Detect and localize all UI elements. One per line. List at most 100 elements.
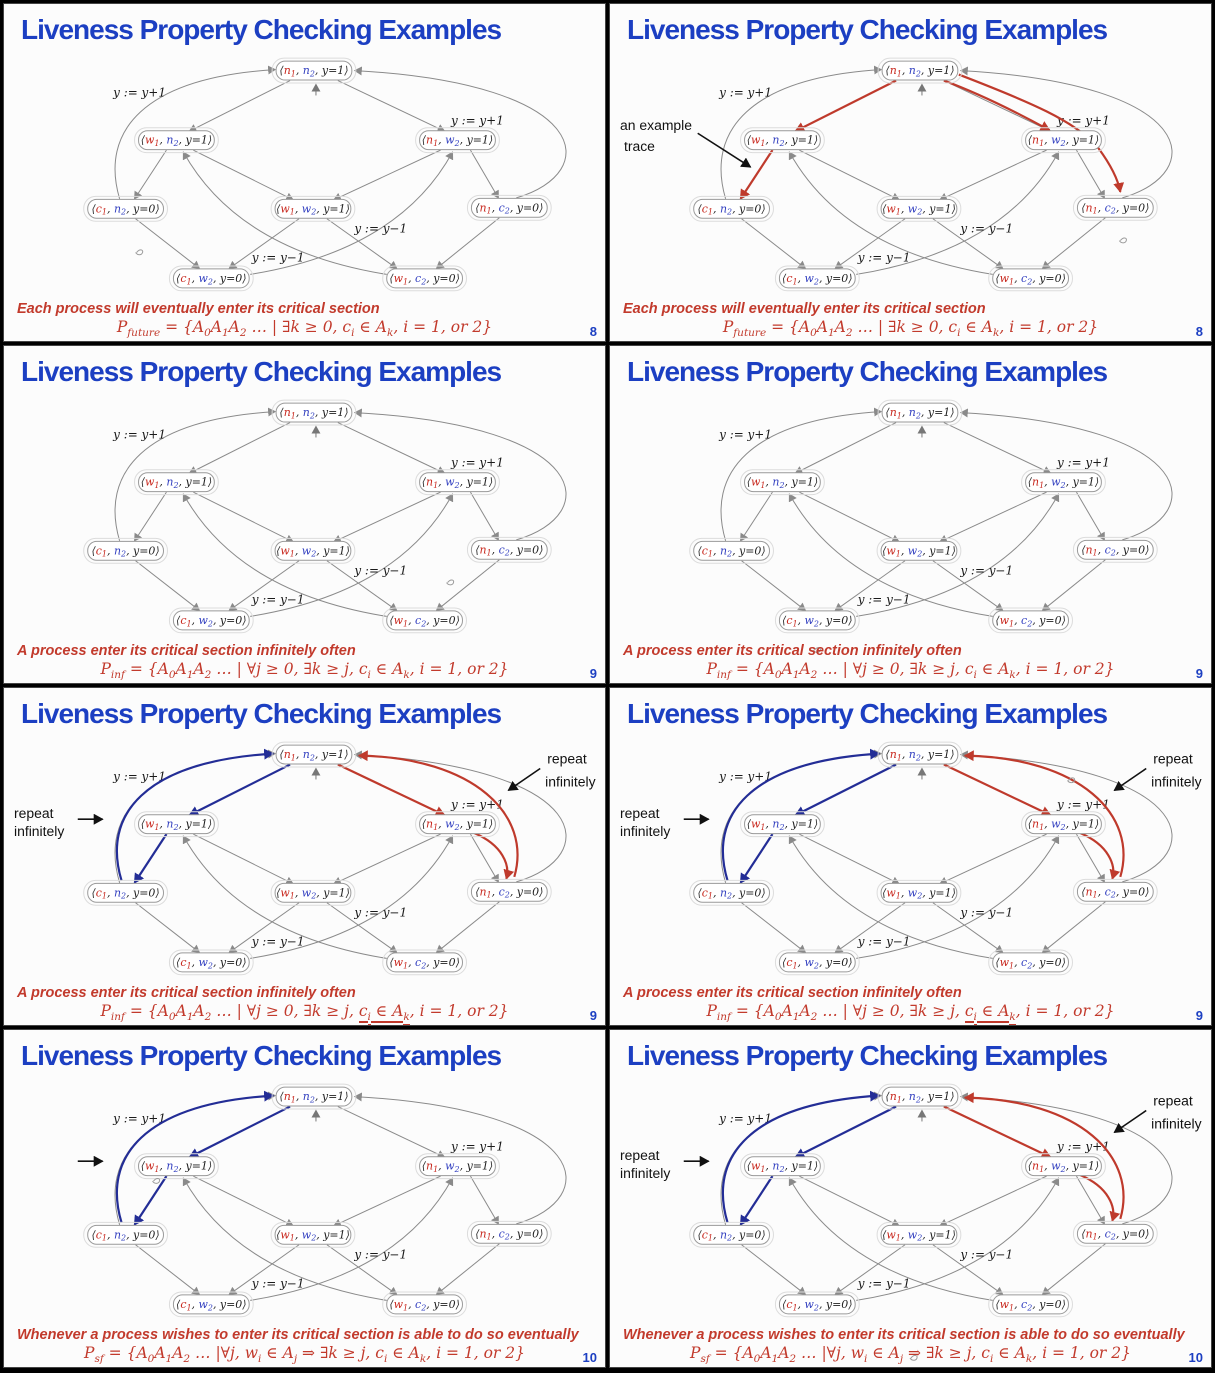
edge-w1w2-w1c2	[326, 218, 398, 270]
slide-2[interactable]: Liveness Property Checking Examples y := …	[609, 3, 1212, 342]
edge-w1w2-w1c2	[326, 560, 398, 612]
slide-8[interactable]: Liveness Property Checking Examples y := …	[609, 1029, 1212, 1368]
slide-title: Liveness Property Checking Examples	[627, 1040, 1108, 1071]
formula-segment: c	[358, 660, 368, 678]
formula-segment: inf	[110, 669, 125, 682]
edge-n1c2-w1c2	[435, 559, 500, 612]
edge-label-2: y := y+1	[1056, 797, 1110, 811]
formula-segment: 1	[165, 1353, 173, 1366]
slide-7[interactable]: Liveness Property Checking Examples y := …	[3, 1029, 606, 1368]
hl-n1n2-w1n2	[188, 1105, 291, 1159]
edge-n1c2-w1c2	[1041, 1243, 1106, 1296]
edge-w1w2-w1c2	[932, 902, 1004, 954]
formula-segment: A	[760, 1344, 772, 1362]
formula-segment: 1	[827, 327, 835, 340]
state-node-label: ⟨c1, n2, y=0⟩	[697, 886, 765, 900]
transition-edges	[720, 407, 1173, 617]
state-node-w1c2: ⟨w1, c2, y=0⟩	[988, 1291, 1073, 1318]
edge-n1w2-n1c2	[1076, 1175, 1105, 1225]
edge-n1c2-w1c2	[435, 901, 500, 954]
edge-n1w2-w1w2	[938, 1175, 1047, 1227]
state-node-n1c2: ⟨n1, c2, y=0⟩	[466, 878, 552, 905]
formula-segment: = {	[709, 1344, 743, 1362]
state-node-c1n2: ⟨c1, n2, y=0⟩	[83, 537, 168, 564]
edge-w1w2-c1w2	[834, 560, 906, 612]
edge-w1n2-c1n2	[134, 491, 167, 542]
state-node-n1w2: ⟨n1, w2, y=1⟩	[415, 127, 500, 154]
formula-segment: A	[392, 660, 404, 678]
annotation-text: infinitely	[1151, 1115, 1201, 1131]
edge-w1w2-c1w2	[228, 1244, 300, 1296]
edge-n1w2-w1w2	[938, 833, 1047, 885]
formula-segment: … | ∀j ≥ 0, ∃k ≥ j,	[211, 1002, 359, 1020]
state-node-label: ⟨w1, c2, y=0⟩	[389, 614, 460, 628]
state-node-w1w2: ⟨w1, w2, y=1⟩	[270, 537, 356, 564]
state-node-label: ⟨c1, n2, y=0⟩	[697, 202, 765, 216]
state-node-label: ⟨c1, w2, y=0⟩	[176, 614, 247, 628]
state-node-label: ⟨w1, w2, y=1⟩	[276, 886, 350, 900]
formula-segment: c	[358, 1002, 368, 1023]
state-node-label: ⟨w1, c2, y=0⟩	[389, 272, 460, 286]
formula-segment: 2	[810, 1011, 818, 1024]
formula-segment: P	[100, 660, 111, 678]
state-node-w1w2: ⟨w1, w2, y=1⟩	[270, 879, 356, 906]
transition-edges	[114, 407, 567, 617]
state-transition-diagram: y := y+1 y := y+1 y := y−1 y := y−1 ⟨n1, n2,…	[77, 1083, 567, 1318]
slide-caption: A process enter its critical section inf…	[17, 985, 356, 1001]
edge-label-1: y := y+1	[718, 427, 772, 441]
state-node-label: ⟨w1, w2, y=1⟩	[882, 544, 956, 558]
state-transition-diagram: y := y+1 y := y+1 y := y−1 y := y−1 ⟨n1, n2,…	[83, 57, 567, 292]
state-node-c1w2: ⟨c1, w2, y=0⟩	[168, 265, 254, 292]
formula-segment: A	[375, 318, 387, 336]
state-node-label: ⟨w1, n2, y=1⟩	[141, 818, 212, 832]
state-node-n1n2: ⟨n1, n2, y=1⟩	[877, 1083, 963, 1110]
hl-n1n2-w1n2	[794, 763, 897, 817]
edge-label-2: y := y+1	[1056, 455, 1110, 469]
formula-segment: P	[690, 1344, 701, 1362]
formula-segment: A	[175, 660, 187, 678]
state-node-label: ⟨w1, c2, y=0⟩	[995, 614, 1066, 628]
slide-1[interactable]: Liveness Property Checking Examples y := …	[3, 3, 606, 342]
edge-c1n2-c1w2	[741, 1244, 807, 1296]
annotation-text: repeat	[620, 1147, 660, 1163]
formula-segment: future	[127, 327, 161, 340]
state-node-c1n2: ⟨c1, n2, y=0⟩	[83, 195, 168, 222]
formula-segment: c	[964, 1002, 974, 1023]
slide-3[interactable]: Liveness Property Checking Examples y := …	[3, 345, 606, 684]
state-node-label: ⟨w1, n2, y=1⟩	[747, 134, 818, 148]
formula-segment: P	[706, 660, 717, 678]
formula-segment: sf	[700, 1353, 710, 1366]
annotation-text: repeat	[1153, 751, 1193, 767]
pen-squiggle-mark	[1067, 777, 1076, 784]
edge-c1w2-n1w2	[856, 151, 1060, 275]
formula-segment: k	[1009, 669, 1016, 682]
slide-6[interactable]: Liveness Property Checking Examples y := …	[609, 687, 1212, 1026]
formula-segment: … | ∃k ≥ 0,	[246, 318, 343, 336]
state-node-label: ⟨c1, w2, y=0⟩	[782, 272, 853, 286]
edge-w1w2-w1c2	[326, 1244, 398, 1296]
edge-w1w2-c1w2	[834, 218, 906, 270]
state-node-label: ⟨w1, w2, y=1⟩	[882, 886, 956, 900]
slide-5[interactable]: Liveness Property Checking Examples y := …	[3, 687, 606, 1026]
edge-c1n2-n1n2-arc	[114, 65, 277, 199]
state-node-label: ⟨w1, w2, y=1⟩	[882, 202, 956, 216]
formula-segment: ∈	[976, 1002, 999, 1023]
formula-segment: ∈ A	[387, 1344, 420, 1362]
edge-c1n2-c1w2	[741, 902, 807, 954]
edge-n1c2-n1n2-arc	[959, 66, 1173, 199]
state-node-label: ⟨w1, n2, y=1⟩	[747, 1160, 818, 1174]
annotation-repeat-right: repeat infinitely	[507, 751, 596, 792]
state-node-c1n2: ⟨c1, n2, y=0⟩	[83, 1221, 168, 1248]
edge-c1w2-n1w2	[250, 1177, 454, 1301]
slide-title: Liveness Property Checking Examples	[627, 356, 1108, 387]
annotation-text: repeat	[620, 805, 660, 821]
formula-segment: i	[973, 669, 977, 682]
state-node-label: ⟨c1, n2, y=0⟩	[697, 544, 765, 558]
formula: Pinf = {A0A1A2 … | ∀j ≥ 0, ∃k ≥ j, ci ∈ …	[610, 1002, 1211, 1025]
formula-segment: P	[116, 318, 128, 336]
edge-n1w2-w1w2	[332, 833, 441, 885]
formula-segment: j	[293, 1353, 298, 1366]
state-node-n1n2: ⟨n1, n2, y=1⟩	[877, 399, 963, 426]
page-number: 9	[1195, 666, 1203, 681]
slide-4[interactable]: Liveness Property Checking Examples y := …	[609, 345, 1212, 684]
